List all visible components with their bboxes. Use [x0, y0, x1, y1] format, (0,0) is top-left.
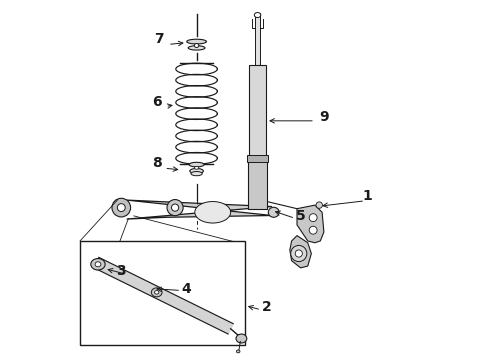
Ellipse shape [195, 202, 231, 223]
Text: 8: 8 [152, 157, 162, 170]
Ellipse shape [190, 168, 203, 174]
Ellipse shape [191, 171, 202, 176]
Bar [249, 65, 266, 158]
Text: 3: 3 [117, 264, 126, 278]
Text: 7: 7 [154, 32, 164, 46]
Text: 6: 6 [152, 95, 162, 109]
Ellipse shape [187, 39, 206, 44]
Ellipse shape [112, 198, 131, 217]
Bar [248, 158, 267, 209]
Ellipse shape [95, 262, 101, 267]
Text: 2: 2 [262, 300, 271, 314]
Ellipse shape [269, 207, 279, 217]
Ellipse shape [295, 250, 302, 257]
Text: 9: 9 [319, 110, 329, 124]
Ellipse shape [154, 291, 159, 294]
Ellipse shape [195, 44, 199, 48]
Text: 4: 4 [181, 282, 191, 296]
Ellipse shape [151, 288, 162, 297]
Ellipse shape [189, 162, 204, 167]
Polygon shape [297, 205, 324, 243]
Ellipse shape [236, 334, 247, 343]
Ellipse shape [117, 204, 125, 212]
Ellipse shape [172, 204, 179, 211]
Ellipse shape [91, 258, 105, 270]
Text: 1: 1 [362, 189, 372, 203]
Polygon shape [126, 200, 272, 219]
Ellipse shape [309, 226, 317, 234]
Ellipse shape [309, 214, 317, 222]
Ellipse shape [195, 166, 199, 169]
Bar [255, 13, 260, 65]
Text: 5: 5 [295, 209, 305, 223]
Bar [80, 241, 245, 345]
Ellipse shape [188, 46, 205, 50]
Polygon shape [94, 257, 233, 334]
Bar [247, 155, 268, 162]
Ellipse shape [167, 199, 183, 216]
Ellipse shape [291, 246, 307, 262]
Ellipse shape [236, 350, 240, 353]
Polygon shape [290, 235, 311, 268]
Ellipse shape [316, 202, 322, 208]
Ellipse shape [254, 13, 261, 18]
